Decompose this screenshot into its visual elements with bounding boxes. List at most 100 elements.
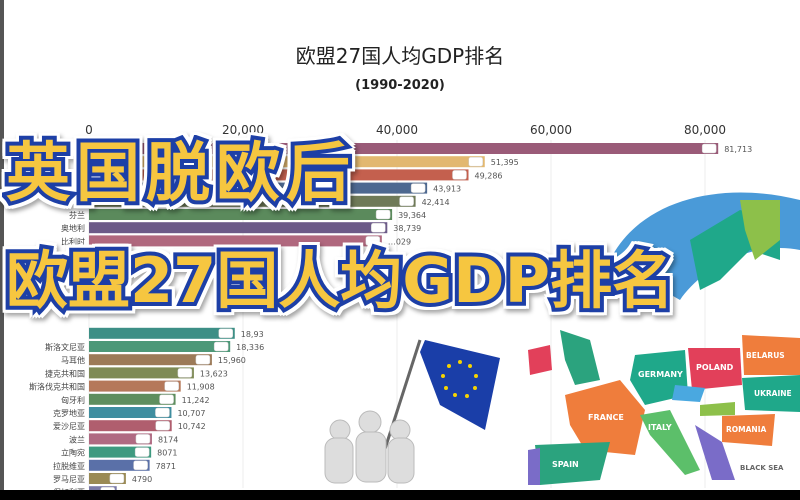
bar-netherlands	[89, 195, 416, 207]
map-label-italy: ITALY	[648, 423, 672, 432]
country-label: 斯洛伐克共和国	[29, 382, 85, 392]
bar-ireland	[89, 156, 485, 168]
map-label-romania: ROMANIA	[726, 425, 766, 434]
bar-malta	[89, 354, 212, 366]
map-germany	[630, 350, 688, 405]
map-italy	[640, 410, 700, 475]
bar-finland	[89, 209, 393, 220]
bar-croatia	[89, 407, 172, 418]
x-tick-label: 40,000	[376, 123, 418, 137]
country-label: 比利时	[61, 236, 85, 246]
map-uk	[560, 330, 600, 385]
flag-austria-icon	[371, 222, 386, 233]
flag-hungary-icon	[159, 394, 174, 405]
flag-denmark-icon	[452, 170, 467, 180]
flag-croatia-icon	[155, 407, 170, 418]
country-label: 拉脱维亚	[53, 461, 85, 471]
eu-flag-icon	[420, 340, 500, 430]
map-label-belarus: BELARUS	[746, 351, 785, 360]
bar-czech	[89, 367, 194, 379]
x-tick-label: 80,000	[684, 123, 726, 137]
country-label: 立陶宛	[61, 448, 85, 458]
value-label: 49,286	[475, 171, 503, 180]
country-label: 爱沙尼亚	[53, 422, 85, 431]
country-label: 克罗地亚	[53, 408, 85, 418]
x-tick-label: 60,000	[530, 123, 572, 137]
flag-slovakia-icon	[164, 381, 179, 391]
value-label: 42,414	[422, 198, 450, 207]
white-figures-icon	[324, 410, 415, 484]
value-label: …029	[388, 237, 411, 246]
europe-map: GERMANY POLAND BELARUS UKRAINE FRANCE IT…	[528, 192, 800, 485]
value-label: 51,395	[491, 158, 519, 167]
value-label: 43,913	[433, 185, 461, 194]
bar-denmark	[89, 169, 469, 181]
country-label: 奥地利	[61, 223, 85, 233]
flag-estonia-icon	[155, 420, 170, 431]
eu-flag-raising-figures	[324, 339, 500, 484]
chart-subtitle: (1990-2020)	[355, 78, 445, 93]
bar-poland	[89, 433, 152, 445]
map-label-poland: POLAND	[696, 363, 734, 372]
caption-line-2: 欧盟27国人均GDP排名	[2, 244, 678, 317]
bar-belgium	[89, 235, 382, 247]
map-hungary	[700, 402, 735, 416]
flag-poland-icon	[135, 434, 151, 444]
map-ukraine	[742, 375, 800, 412]
frame-edge	[0, 0, 4, 500]
flag-romania-icon	[109, 473, 125, 484]
country-label: 芬兰	[69, 210, 85, 220]
bar-hungary	[89, 393, 176, 405]
x-tick-label: 0	[85, 123, 93, 137]
map-balkans	[695, 425, 735, 480]
value-label: 18,336	[236, 343, 264, 352]
map-label-france: FRANCE	[588, 413, 624, 422]
bar-sweden	[89, 182, 428, 194]
chart-title: 欧盟27国人均GDP排名	[295, 44, 505, 68]
x-tick-label: 20,000	[222, 123, 264, 137]
flag-finland-icon	[375, 209, 391, 220]
flag-lithuania-icon	[134, 447, 150, 457]
flag-czech-icon	[177, 368, 193, 378]
map-ireland	[528, 345, 552, 375]
flag-portugal-icon	[218, 328, 234, 339]
bar-latvia	[89, 459, 150, 471]
map-belarus	[742, 335, 800, 375]
country-label: 匈牙利	[61, 395, 85, 405]
value-label: 39,364	[398, 211, 426, 220]
map-poland	[688, 348, 742, 390]
bar-lithuania	[89, 446, 152, 458]
map-czech	[672, 385, 705, 402]
value-label: 7871	[156, 462, 176, 471]
flag-belgium-icon	[365, 236, 381, 246]
bar-estonia	[89, 420, 172, 432]
map-label-black-sea: BLACK SEA	[740, 464, 784, 472]
map-romania	[722, 414, 775, 446]
letterbox-bar	[0, 490, 800, 500]
country-label: 斯洛文尼亚	[45, 342, 85, 352]
country-label: 罗马尼亚	[53, 475, 85, 484]
bar-slovenia	[89, 341, 231, 352]
flag-luxembourg-icon	[701, 143, 717, 154]
value-label: 13,623	[200, 369, 228, 378]
value-label: 15,960	[218, 356, 246, 365]
bar-austria	[89, 222, 388, 234]
country-label: 马耳他	[61, 355, 85, 365]
flag-latvia-icon	[133, 460, 148, 471]
caption-line-1: 英国脱欧后	[2, 137, 356, 211]
value-label: 10,707	[177, 409, 205, 418]
map-france	[565, 380, 645, 455]
flag-malta-icon	[195, 354, 211, 365]
flag-slovenia-icon	[213, 341, 229, 352]
value-label: 11,242	[182, 396, 210, 405]
bar-luxembourg	[89, 143, 719, 154]
map-spain	[535, 442, 610, 485]
value-label: 18,93	[241, 330, 264, 339]
map-finland	[740, 200, 780, 260]
bar-romania	[89, 473, 126, 484]
country-label: 波兰	[69, 434, 85, 444]
value-label: 8174	[158, 435, 178, 444]
eu-stars-icon	[441, 360, 478, 398]
